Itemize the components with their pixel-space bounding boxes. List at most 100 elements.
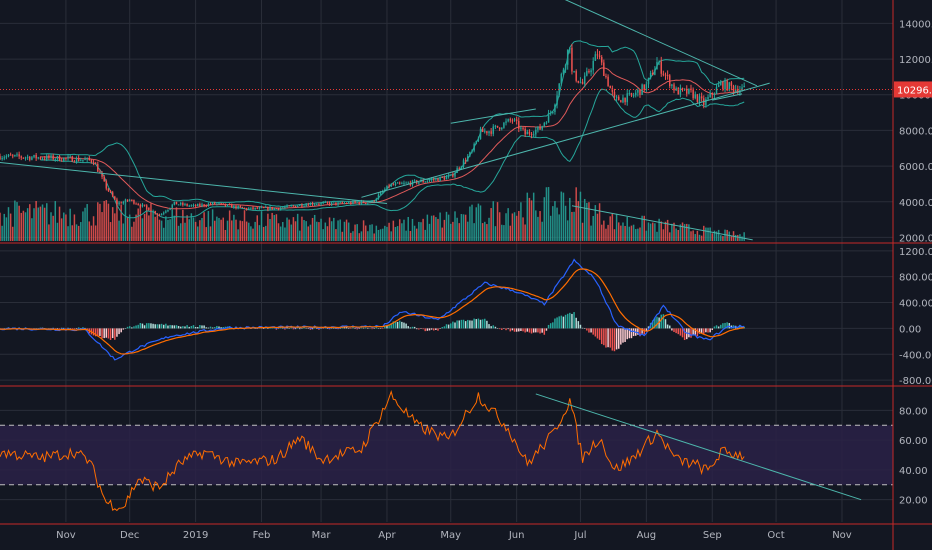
candle-body [377,194,380,199]
macd-histogram-bar [37,328,40,329]
price-candles [0,43,893,217]
macd-histogram-bar [641,328,643,334]
macd-histogram-bar [664,319,667,329]
candle-body [35,154,37,159]
volume-bar [69,208,71,241]
candle-body [107,188,110,192]
current-price-tag-background [894,81,932,98]
candle-body [82,159,84,161]
candle-body [662,73,665,75]
volume-bar [52,215,54,241]
volume-bar [192,217,195,241]
macd-histogram-bar [305,327,307,329]
volume-bar [662,229,665,241]
macd-histogram-bar [418,328,420,330]
volume-bar [233,214,235,241]
rsi-tick-label: 20.00 [899,496,928,507]
candle-body [307,204,310,206]
macd-histogram-bar [626,328,628,340]
volume-bar [454,211,456,241]
price-tick-label: 12000.00 [899,55,932,66]
candle-body [732,85,735,92]
volume-bar [279,226,282,241]
volume-bar [700,235,703,241]
macd-histogram-bar [267,328,269,329]
candle-body [369,202,371,204]
volume-bar [211,209,214,241]
volume-bar [467,221,469,241]
candle-body [237,205,239,209]
volume-bar [520,202,522,241]
macd-histogram-bar [469,320,471,329]
rsi-axis[interactable]: 80.00 60.00 40.00 20.00 [899,406,928,506]
candle-body [141,204,144,207]
volume-bar [686,223,688,241]
macd-histogram-bar [726,322,728,329]
candle-body [177,204,180,206]
candle-body [305,204,307,207]
volume-bar [481,223,484,241]
macd-histogram-bar [173,325,176,329]
candle-body [362,201,365,203]
macd-axis[interactable]: 1200.00 800.00 400.00 0.00 -400.00 -800.… [899,247,932,387]
macd-histogram-bar [169,324,171,329]
macd-histogram-bar [192,325,195,329]
candle-body [622,97,624,103]
volume-bar [354,224,356,241]
volume-bar [730,236,733,241]
candle-body [207,203,210,206]
candle-body [481,128,484,132]
macd-indicator [0,258,745,361]
macd-histogram-bar [564,314,567,329]
volume-bar [324,222,327,241]
volume-bar [35,200,37,241]
macd-histogram-bar [596,328,599,339]
candle-body [741,87,743,91]
trendlines [0,0,862,501]
candle-body [167,209,169,212]
volume-bar [477,203,480,241]
volume-bar [637,228,639,241]
volume-bar [347,222,350,241]
candle-body [29,156,31,160]
macd-histogram-bar [148,323,150,329]
candle-body [284,206,286,208]
candle-body [507,119,509,122]
volume-bar [26,208,29,241]
candle-body [671,84,673,86]
candle-body [299,204,301,206]
candle-body [341,202,344,204]
volume-bar [688,224,690,241]
candle-body [379,192,382,195]
macd-histogram-bar [545,328,548,331]
volume-bars [0,187,745,241]
candle-body [541,126,543,130]
volume-bar [258,225,261,241]
macd-histogram-bar [413,326,416,329]
volume-bar [690,231,692,241]
macd-histogram-bar [182,326,184,329]
candle-body [509,119,512,121]
candle-body [656,61,658,70]
candle-body [218,203,220,205]
volume-bar [505,213,507,241]
volume-bar [539,211,541,241]
volume-bar [154,216,156,241]
candle-body [222,203,224,205]
candle-body [609,85,611,89]
volume-bar [288,219,290,241]
macd-histogram-bar [118,328,120,335]
volume-bar [535,210,537,241]
time-axis[interactable]: Nov Dec 2019 Feb Mar Apr May Jun Jul Aug… [56,530,852,541]
candle-body [581,81,584,84]
candle-body [513,119,516,121]
volume-bar [573,211,575,241]
candle-body [486,131,488,134]
candle-body [388,185,390,187]
macd-histogram-bar [322,328,324,329]
macd-histogram-bar [488,324,490,329]
candle-body [294,205,297,208]
volume-bar [594,205,597,241]
candle-body [428,180,431,182]
